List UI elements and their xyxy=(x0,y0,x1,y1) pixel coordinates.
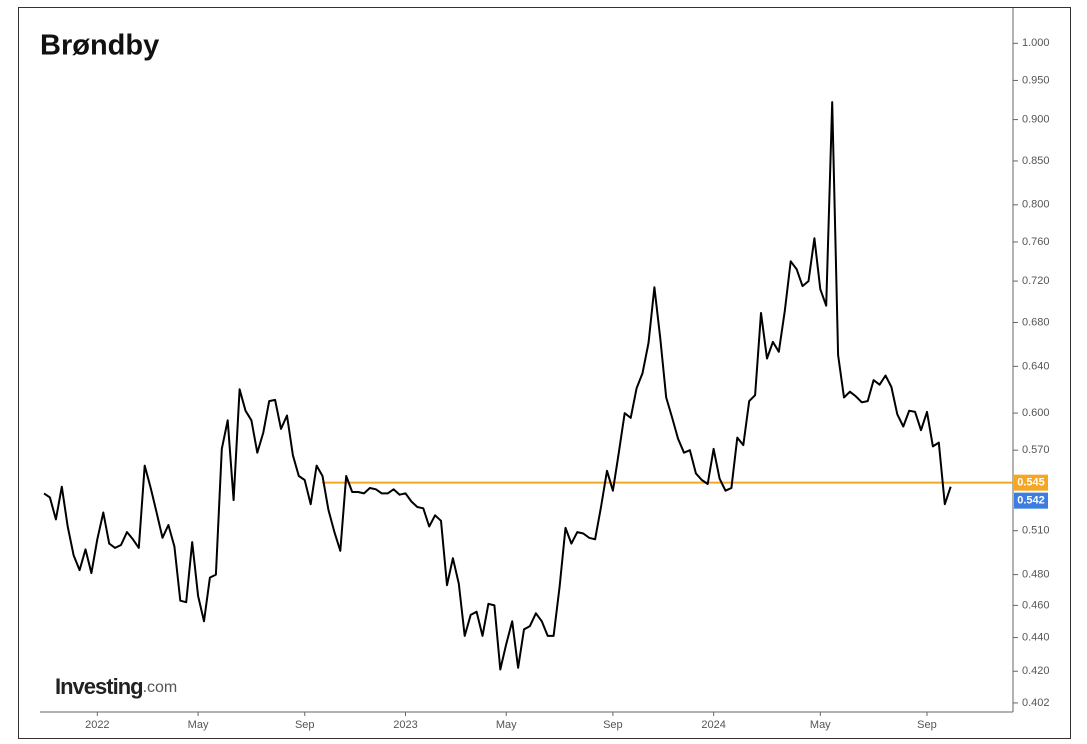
y-tick-label: 0.510 xyxy=(1022,525,1050,537)
y-tick-label: 0.570 xyxy=(1022,444,1050,456)
price-line xyxy=(43,101,952,671)
y-tick-label: 0.680 xyxy=(1022,316,1050,328)
y-tick-label: 0.420 xyxy=(1022,665,1050,677)
x-tick-label: 2023 xyxy=(393,719,417,731)
watermark-suffix: .com xyxy=(143,679,178,696)
watermark-brand: Investing xyxy=(55,674,143,699)
y-tick-label: 0.720 xyxy=(1022,275,1050,287)
x-tick-label: May xyxy=(188,719,209,731)
x-tick-label: Sep xyxy=(917,719,937,731)
last-price-box xyxy=(1014,492,1048,509)
x-tick-label: May xyxy=(496,719,517,731)
x-tick-label: 2022 xyxy=(85,719,109,731)
y-tick-label: 1.000 xyxy=(1022,37,1050,49)
y-tick-label: 0.950 xyxy=(1022,74,1050,86)
reference-label: 0.545 xyxy=(1017,477,1045,489)
reference-label-box xyxy=(1014,474,1048,491)
x-tick-label: Sep xyxy=(603,719,623,731)
last-price-label: 0.542 xyxy=(1017,495,1045,507)
y-tick-label: 0.402 xyxy=(1022,697,1050,709)
y-tick-label: 0.800 xyxy=(1022,199,1050,211)
y-tick-label: 0.460 xyxy=(1022,599,1050,611)
y-tick-label: 0.480 xyxy=(1022,568,1050,580)
y-tick-label: 0.440 xyxy=(1022,631,1050,643)
x-tick-label: 2024 xyxy=(701,719,725,731)
y-tick-label: 0.850 xyxy=(1022,155,1050,167)
y-tick-label: 0.900 xyxy=(1022,113,1050,125)
y-tick-label: 0.640 xyxy=(1022,360,1050,372)
y-tick-label: 0.760 xyxy=(1022,236,1050,248)
frame xyxy=(18,7,1071,739)
y-tick-label: 0.600 xyxy=(1022,407,1050,419)
x-tick-label: May xyxy=(810,719,831,731)
x-tick-label: Sep xyxy=(295,719,315,731)
watermark: Investing.com xyxy=(55,674,177,699)
chart-title: Brøndby xyxy=(40,30,159,62)
